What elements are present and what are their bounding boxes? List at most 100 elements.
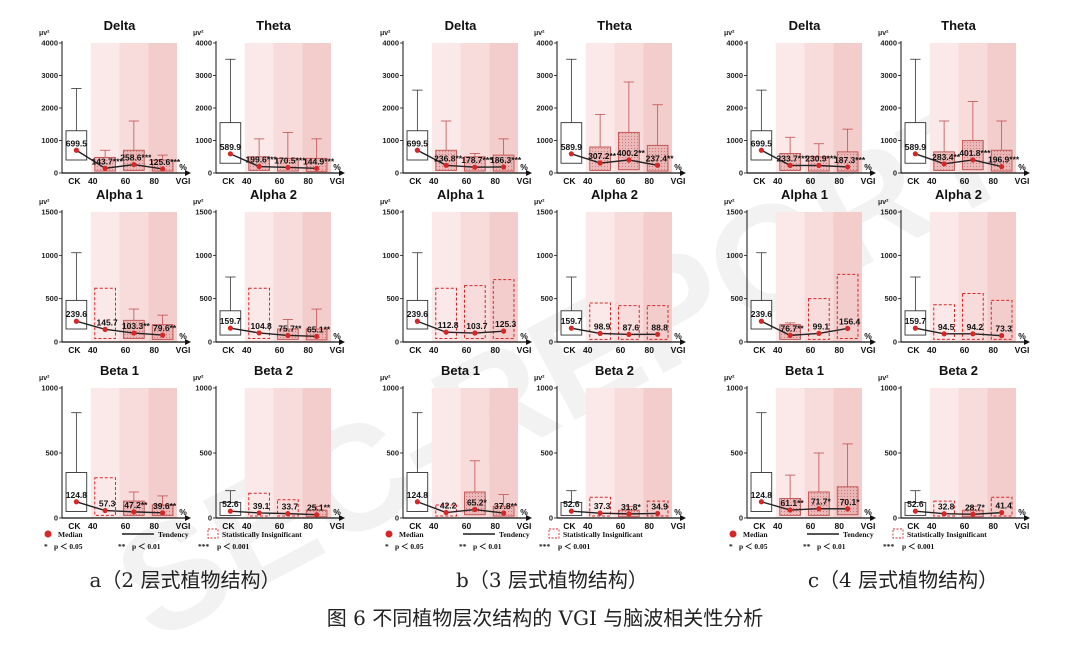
vgi-label: VGI bbox=[1015, 345, 1030, 355]
vgi-band bbox=[987, 212, 1016, 342]
x-tick-label: 80 bbox=[304, 521, 314, 531]
x-tick-label: 60 bbox=[121, 176, 131, 186]
panel-title: Beta 1 bbox=[100, 363, 139, 378]
x-tick-label: 80 bbox=[835, 345, 845, 355]
y-tick-label: 2000 bbox=[536, 104, 553, 113]
panel-title: Alpha 1 bbox=[96, 187, 143, 202]
median-point bbox=[256, 510, 262, 516]
y-tick-label: 0 bbox=[739, 338, 743, 347]
median-label: 37.8** bbox=[494, 501, 518, 511]
tendency-line bbox=[571, 327, 658, 336]
panel-title: Alpha 1 bbox=[781, 187, 828, 202]
y-tick-label: 500 bbox=[45, 294, 58, 303]
vgi-label: VGI bbox=[176, 345, 191, 355]
legend-tendency-label: Tendency bbox=[843, 530, 874, 539]
tendency-line bbox=[230, 327, 317, 338]
x-axis-arrow bbox=[526, 170, 532, 176]
x-axis-arrow bbox=[1024, 339, 1030, 345]
panel-title: Delta bbox=[104, 18, 137, 33]
insignificant-box bbox=[990, 496, 1013, 517]
median-point bbox=[912, 151, 918, 157]
box bbox=[65, 130, 88, 161]
x-tick-label: 60 bbox=[960, 176, 970, 186]
y-unit-label: μv² bbox=[724, 199, 735, 206]
median-label: 124.8 bbox=[407, 490, 429, 500]
tendency-line bbox=[915, 153, 1002, 168]
legend-star1: * bbox=[729, 542, 733, 551]
x-tick-label: 40 bbox=[583, 345, 593, 355]
box bbox=[750, 472, 773, 512]
x-axis-arrow bbox=[870, 339, 876, 345]
y-tick-label: 1000 bbox=[536, 384, 553, 393]
median-label: 307.2** bbox=[588, 151, 617, 161]
caption-b: b（3 层式植物结构） bbox=[456, 568, 648, 592]
legend-p2: p ＜ 0.01 bbox=[817, 542, 846, 551]
vgi-band bbox=[643, 212, 672, 342]
median-point bbox=[285, 332, 291, 339]
y-tick-label: 2000 bbox=[195, 104, 212, 113]
vgi-band bbox=[148, 43, 177, 173]
median-point bbox=[845, 164, 851, 170]
panel-c-alpha2: Alpha 2 μv² 0 500 1000 1500% VGI CK 40 60 80 159.7 9… bbox=[878, 187, 1030, 355]
pct-label: % bbox=[333, 162, 341, 172]
y-tick-label: 3000 bbox=[382, 71, 399, 80]
x-tick-label: 60 bbox=[275, 521, 285, 531]
x-tick-label: 60 bbox=[806, 345, 816, 355]
y-tick-label: 1000 bbox=[41, 384, 58, 393]
vgi-band bbox=[643, 388, 672, 518]
median-label: 75.7** bbox=[278, 323, 302, 333]
y-unit-label: μv² bbox=[724, 375, 735, 382]
median-label: 52.6 bbox=[563, 499, 580, 509]
ck-label: CK bbox=[563, 345, 576, 355]
y-tick-label: 1000 bbox=[536, 251, 553, 260]
y-tick-label: 3000 bbox=[726, 71, 743, 80]
x-axis-arrow bbox=[680, 515, 686, 521]
tendency-line bbox=[417, 320, 504, 334]
median-label: 699.5 bbox=[66, 138, 88, 148]
x-tick-label: 80 bbox=[491, 176, 501, 186]
vgi-label: VGI bbox=[1015, 521, 1030, 531]
vgi-band bbox=[302, 388, 331, 518]
vgi-band bbox=[273, 388, 303, 518]
tendency-line bbox=[76, 501, 163, 514]
x-axis-arrow bbox=[1024, 170, 1030, 176]
legend-insig-box bbox=[892, 528, 904, 539]
box bbox=[464, 491, 486, 516]
median-label: 42.2 bbox=[440, 501, 457, 511]
panel-b-delta: Delta μv² 0 1000 2000 3000 4000% VGI CK 40 60 80 699… bbox=[380, 18, 532, 186]
median-label: 47.2** bbox=[124, 500, 148, 510]
x-tick-label: 40 bbox=[927, 176, 937, 186]
panel-b-alpha2: Alpha 2 μv² 0 500 1000 1500% VGI CK 40 60 80 159.7 9… bbox=[534, 187, 686, 355]
median-point bbox=[501, 328, 507, 334]
median-point bbox=[131, 161, 137, 168]
pct-label: % bbox=[864, 331, 872, 341]
median-label: 400.2** bbox=[617, 148, 646, 158]
box bbox=[779, 153, 801, 171]
y-unit-label: μv² bbox=[534, 199, 545, 206]
legend-star3: *** bbox=[539, 542, 551, 551]
vgi-label: VGI bbox=[671, 176, 686, 186]
panel-title: Beta 1 bbox=[785, 363, 824, 378]
vgi-band bbox=[431, 388, 461, 518]
tendency-line bbox=[76, 149, 163, 170]
ck-label: CK bbox=[409, 176, 422, 186]
panel-b-beta1: Beta 1 μv² 0 500 1000% VGI CK 40 60 80 124.8 42.2 65… bbox=[380, 363, 532, 531]
x-tick-label: 80 bbox=[835, 176, 845, 186]
median-label: 103.3** bbox=[122, 321, 151, 331]
y-unit-label: μv² bbox=[193, 30, 204, 37]
x-tick-label: 40 bbox=[88, 345, 98, 355]
y-tick-label: 2000 bbox=[726, 104, 743, 113]
insignificant-box bbox=[808, 298, 830, 340]
ck-label: CK bbox=[409, 521, 422, 531]
vgi-label: VGI bbox=[861, 521, 876, 531]
median-point bbox=[758, 147, 764, 153]
pct-label: % bbox=[674, 162, 682, 172]
insignificant-box bbox=[962, 292, 984, 340]
panel-a-theta: Theta μv² 0 1000 2000 3000 4000% VGI CK 40 60 80 589… bbox=[193, 18, 345, 186]
median-label: 156.4 bbox=[839, 316, 861, 326]
x-tick-label: 60 bbox=[121, 521, 131, 531]
y-tick-label: 0 bbox=[739, 514, 743, 523]
pct-label: % bbox=[179, 507, 187, 517]
